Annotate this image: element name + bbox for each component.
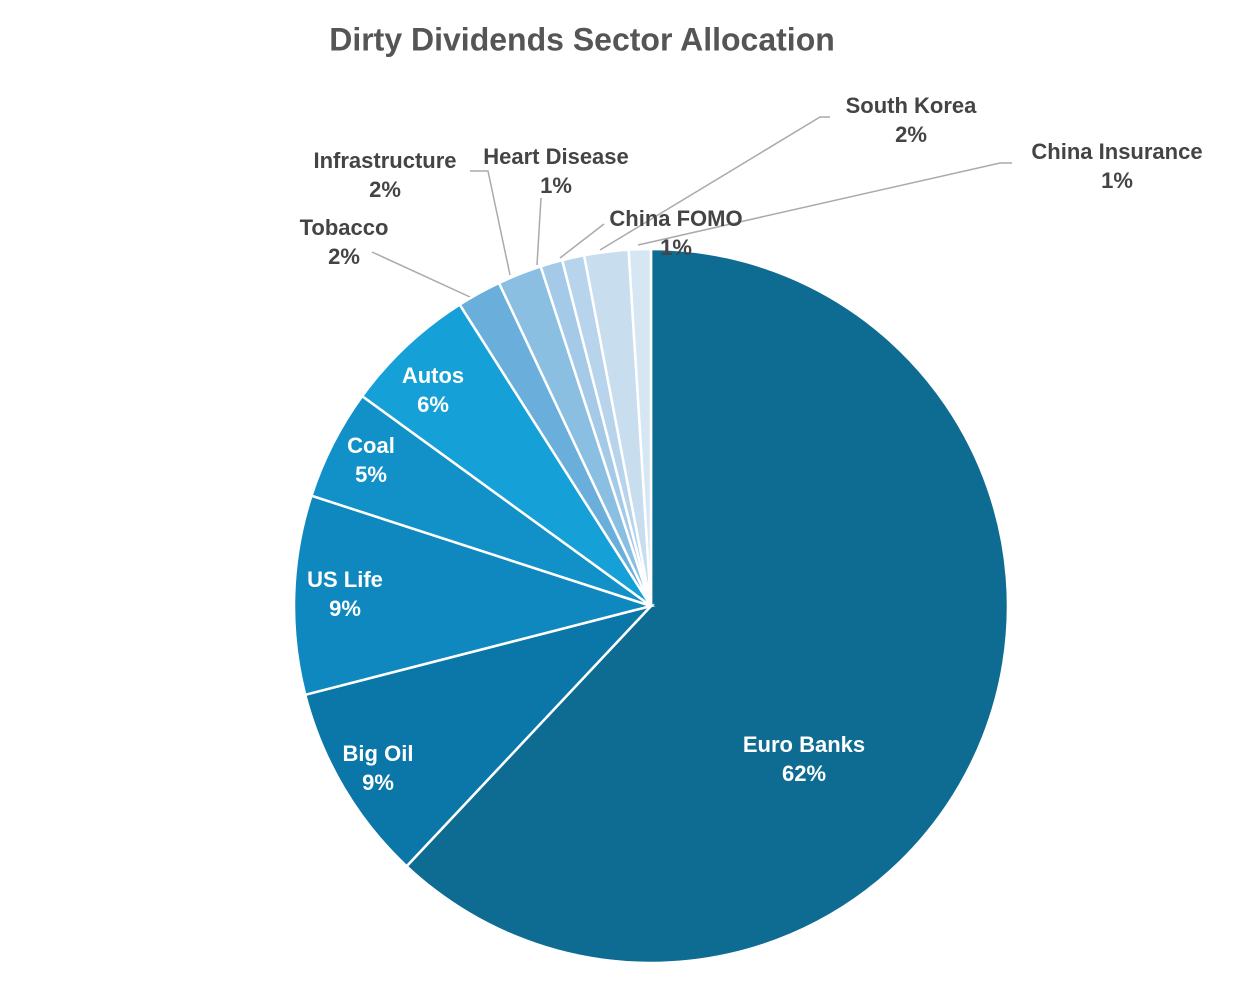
slice-value-label: 1%	[660, 235, 692, 260]
slice-value-label: 1%	[540, 173, 572, 198]
pie-slice	[404, 247, 1010, 965]
slice-label: Tobacco	[300, 215, 389, 240]
chart-title: Dirty Dividends Sector Allocation	[329, 21, 835, 57]
slice-value-label: 2%	[328, 244, 360, 269]
slice-label: Infrastructure	[313, 148, 456, 173]
slice-label: US Life	[307, 567, 383, 592]
pie-slice	[292, 494, 656, 697]
slice-label: Heart Disease	[483, 144, 629, 169]
slice-label: South Korea	[846, 93, 978, 118]
pie-slice	[627, 247, 653, 607]
pie-slice	[360, 302, 653, 608]
slice-value-label: 9%	[329, 596, 361, 621]
leader-lines	[371, 116, 1012, 298]
slice-label: Autos	[402, 363, 464, 388]
slice-value-label: 9%	[362, 770, 394, 795]
slice-label: China FOMO	[609, 206, 742, 231]
leader-line	[536, 197, 542, 266]
leader-line	[371, 251, 471, 298]
pie-slice	[303, 603, 655, 869]
leader-line	[599, 116, 830, 251]
slice-value-label: 5%	[355, 462, 387, 487]
leader-line	[470, 170, 511, 276]
leader-line	[559, 223, 605, 259]
slice-value-label: 6%	[417, 392, 449, 417]
slice-label: China Insurance	[1031, 139, 1202, 164]
leader-line	[637, 162, 1012, 246]
slice-label: Euro Banks	[743, 732, 865, 757]
slice-value-label: 1%	[1101, 168, 1133, 193]
slice-label: Big Oil	[343, 741, 414, 766]
slice-value-label: 62%	[782, 761, 826, 786]
slice-value-label: 2%	[895, 122, 927, 147]
slice-label: Coal	[347, 433, 395, 458]
slice-value-label: 2%	[369, 177, 401, 202]
